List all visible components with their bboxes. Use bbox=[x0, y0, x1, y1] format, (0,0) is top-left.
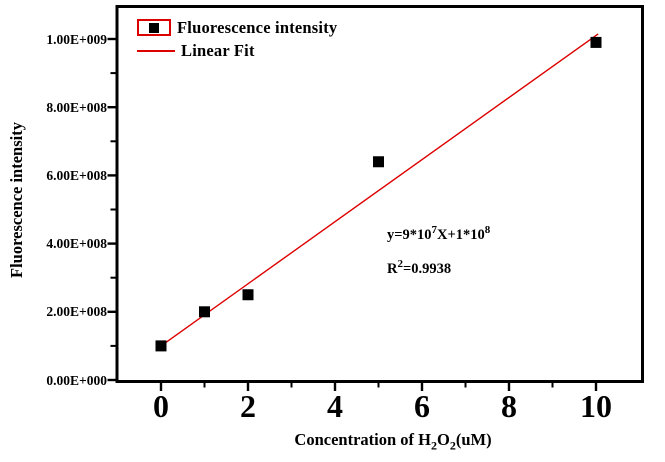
x-title-sub1: 2 bbox=[430, 438, 437, 453]
equation-part1: y=9*10 bbox=[387, 227, 432, 243]
legend-item-fluorescence: Fluorescence intensity bbox=[137, 16, 337, 39]
y-tick-label-4: 8.00E+008 bbox=[46, 99, 107, 115]
fit-equation-text: y=9*107X+1*108 bbox=[387, 224, 491, 244]
black-square-icon bbox=[149, 22, 159, 33]
equation-exponent1: 7 bbox=[431, 224, 438, 237]
legend-line-marker-icon bbox=[137, 49, 175, 52]
y-tick-label-1: 2.00E+008 bbox=[46, 304, 107, 320]
data-point-0 bbox=[155, 340, 167, 352]
x-tick-label-8: 8 bbox=[501, 388, 517, 424]
y-axis-title: Fluorescence intensity bbox=[7, 122, 26, 278]
x-tick-label-0: 0 bbox=[153, 388, 169, 424]
x-tick-label-4: 4 bbox=[327, 388, 343, 424]
data-point-1 bbox=[199, 306, 210, 318]
x-title-part1: Concentration of H bbox=[294, 430, 431, 449]
r-squared-exponent: 2 bbox=[397, 258, 403, 271]
y-tick-label-2: 4.00E+008 bbox=[46, 236, 107, 252]
legend-square-marker-icon bbox=[137, 19, 171, 36]
legend: Fluorescence intensity Linear Fit bbox=[137, 16, 337, 62]
y-tick-label-5: 1.00E+009 bbox=[46, 31, 107, 47]
x-tick-label-2: 2 bbox=[240, 388, 256, 424]
y-tick-label-0: 0.00E+000 bbox=[46, 372, 107, 388]
x-title-part3: (uM) bbox=[455, 430, 492, 449]
r-squared-base: R bbox=[387, 261, 398, 277]
legend-label-linear-fit: Linear Fit bbox=[181, 40, 255, 60]
equation-exponent2: 8 bbox=[484, 224, 491, 237]
legend-item-linear-fit: Linear Fit bbox=[137, 39, 337, 62]
y-tick-label-3: 6.00E+008 bbox=[46, 167, 107, 183]
plot-frame bbox=[115, 5, 644, 383]
data-point-3 bbox=[373, 156, 384, 168]
x-title-part2: O bbox=[436, 430, 450, 449]
data-point-4 bbox=[590, 36, 602, 48]
fit-line bbox=[160, 33, 599, 347]
x-title-sub2: 2 bbox=[449, 438, 456, 453]
x-axis-title: Concentration of H2O2(uM) bbox=[130, 430, 656, 453]
r-squared-value: =0.9938 bbox=[402, 261, 452, 277]
equation-part2: X+1*10 bbox=[437, 227, 485, 243]
data-point-2 bbox=[242, 289, 254, 301]
r-squared-text: R2=0.9938 bbox=[387, 258, 452, 278]
x-tick-label-6: 6 bbox=[414, 388, 430, 424]
x-tick-label-10: 10 bbox=[580, 388, 612, 424]
legend-label-fluorescence: Fluorescence intensity bbox=[177, 17, 338, 37]
